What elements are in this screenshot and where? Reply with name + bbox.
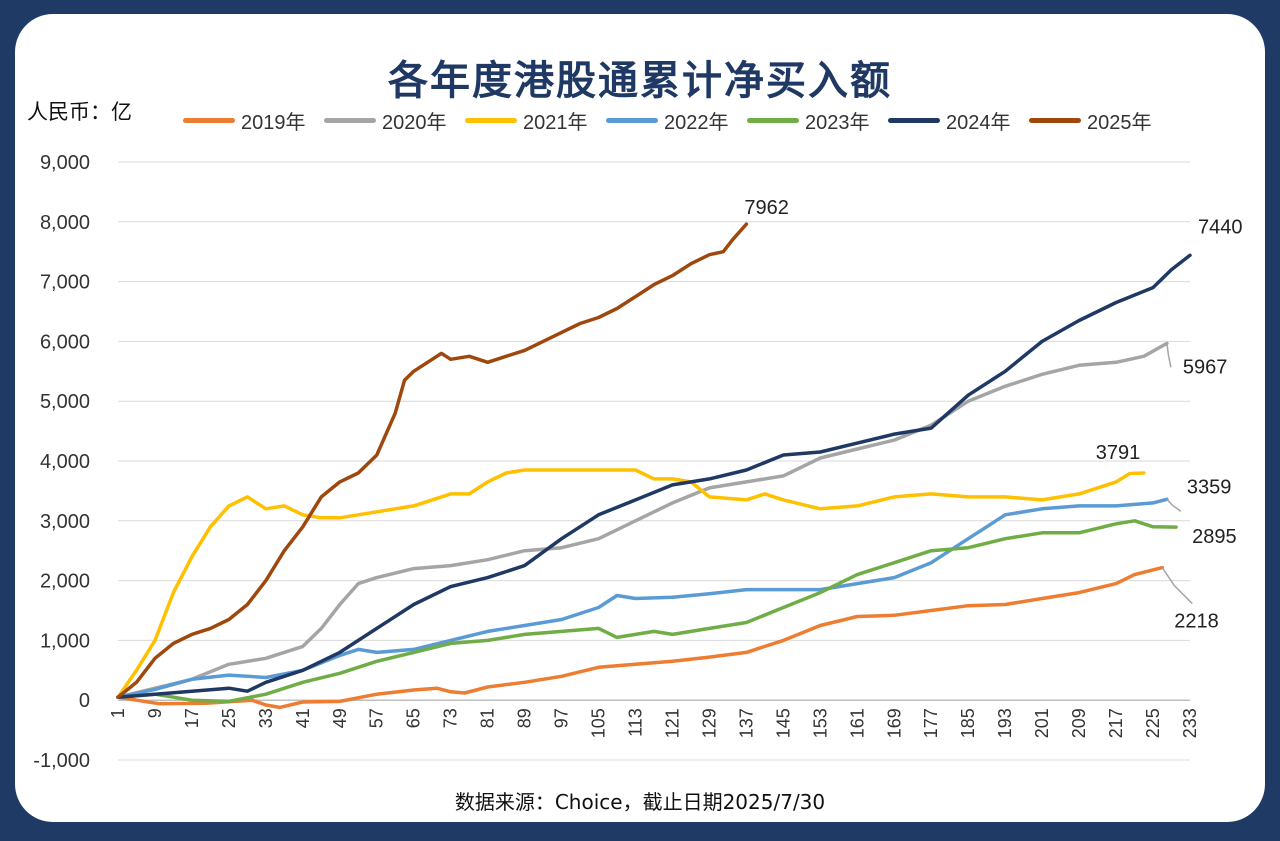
y-tick-label: 3,000 — [40, 511, 90, 533]
x-tick-label: 137 — [736, 708, 756, 738]
legend-label: 2020年 — [382, 112, 447, 134]
legend-item: 2025年 — [1029, 106, 1170, 135]
x-tick-label: 217 — [1106, 708, 1126, 738]
series-line-2024年 — [116, 253, 1192, 699]
x-tick-label: 33 — [256, 708, 276, 728]
x-tick-label: 97 — [552, 708, 572, 728]
data-label-2025年: 7962 — [744, 197, 789, 219]
x-tick-label: 121 — [662, 708, 682, 738]
x-tick-label: 153 — [810, 708, 830, 738]
x-tick-label: 177 — [921, 708, 941, 738]
x-tick-label: 81 — [478, 708, 498, 728]
data-label-2021年: 3791 — [1096, 442, 1141, 464]
y-tick-label: 0 — [79, 690, 90, 712]
legend-item: 2023年 — [747, 106, 888, 135]
x-tick-label: 65 — [404, 708, 424, 728]
series-line-2021年 — [116, 468, 1146, 699]
y-tick-label: 9,000 — [40, 152, 90, 174]
data-label-2020年: 5967 — [1183, 356, 1228, 378]
x-tick-label: 233 — [1180, 708, 1200, 738]
x-tick-label: 145 — [773, 708, 793, 738]
data-label-2023年: 2895 — [1192, 526, 1237, 548]
x-tick-label: 89 — [515, 708, 535, 728]
legend-swatch — [747, 118, 799, 123]
x-tick-label: 73 — [441, 708, 461, 728]
legend-item: 2020年 — [324, 106, 465, 135]
series-line-2022年 — [116, 497, 1169, 699]
y-tick-label: 8,000 — [40, 212, 90, 234]
series-line-2023年 — [116, 519, 1178, 704]
x-tick-label: 185 — [958, 708, 978, 738]
data-label-2024年: 7440 — [1198, 216, 1243, 238]
legend-item: 2019年 — [183, 106, 324, 135]
data-source-note: 数据来源：Choice，截止日期2025/7/30 — [454, 790, 826, 814]
chart-legend: 2019年 2020年 2021年 2022年 2023年 2024年 2025年 — [183, 106, 1170, 135]
x-tick-label: 105 — [589, 708, 609, 738]
series-line-2020年 — [116, 341, 1169, 699]
legend-label: 2023年 — [805, 112, 870, 134]
data-label-2022年: 3359 — [1187, 476, 1232, 498]
series-line-2019年 — [116, 565, 1165, 710]
x-tick-label: 49 — [330, 708, 350, 728]
legend-item: 2022年 — [606, 106, 747, 135]
legend-label: 2022年 — [664, 112, 729, 134]
legend-swatch — [465, 118, 517, 123]
x-tick-label: 201 — [1032, 708, 1052, 738]
x-tick-label: 161 — [847, 708, 867, 738]
legend-item: 2024年 — [888, 106, 1029, 135]
y-tick-label: 6,000 — [40, 331, 90, 353]
legend-item: 2021年 — [465, 106, 606, 135]
y-tick-label: 5,000 — [40, 391, 90, 413]
data-label-2019年: 2218 — [1174, 611, 1219, 633]
x-tick-label: 225 — [1143, 708, 1163, 738]
x-tick-label: 209 — [1069, 708, 1089, 738]
x-tick-label: 41 — [293, 708, 313, 728]
y-axis-unit-label: 人民币：亿 — [27, 100, 132, 124]
chart-title: 各年度港股通累计净买入额 — [388, 58, 892, 104]
data-label-leader — [1166, 343, 1172, 368]
x-tick-label: 129 — [699, 708, 719, 738]
x-tick-label: 1 — [108, 708, 128, 718]
x-tick-label: 25 — [219, 708, 239, 728]
legend-label: 2024年 — [946, 112, 1011, 134]
legend-swatch — [324, 118, 376, 123]
y-tick-label: 2,000 — [40, 571, 90, 593]
y-tick-label: -1,000 — [33, 750, 90, 772]
series-line-2025年 — [116, 222, 749, 699]
legend-swatch — [1029, 118, 1081, 123]
x-tick-label: 113 — [626, 708, 646, 737]
legend-label: 2021年 — [523, 112, 588, 134]
x-tick-label: 57 — [367, 708, 387, 728]
x-tick-label: 169 — [884, 708, 904, 738]
y-tick-label: 7,000 — [40, 272, 90, 294]
legend-swatch — [888, 118, 940, 123]
y-tick-label: 1,000 — [40, 630, 90, 652]
legend-swatch — [606, 118, 658, 123]
legend-label: 2025年 — [1087, 112, 1152, 134]
legend-swatch — [183, 118, 235, 123]
legend-label: 2019年 — [241, 112, 306, 134]
data-label-leader — [1166, 498, 1182, 512]
y-tick-label: 4,000 — [40, 451, 90, 473]
x-tick-label: 17 — [182, 708, 202, 728]
x-tick-label: 9 — [145, 708, 165, 718]
x-tick-label: 193 — [995, 708, 1015, 738]
data-label-leader — [1161, 567, 1193, 605]
